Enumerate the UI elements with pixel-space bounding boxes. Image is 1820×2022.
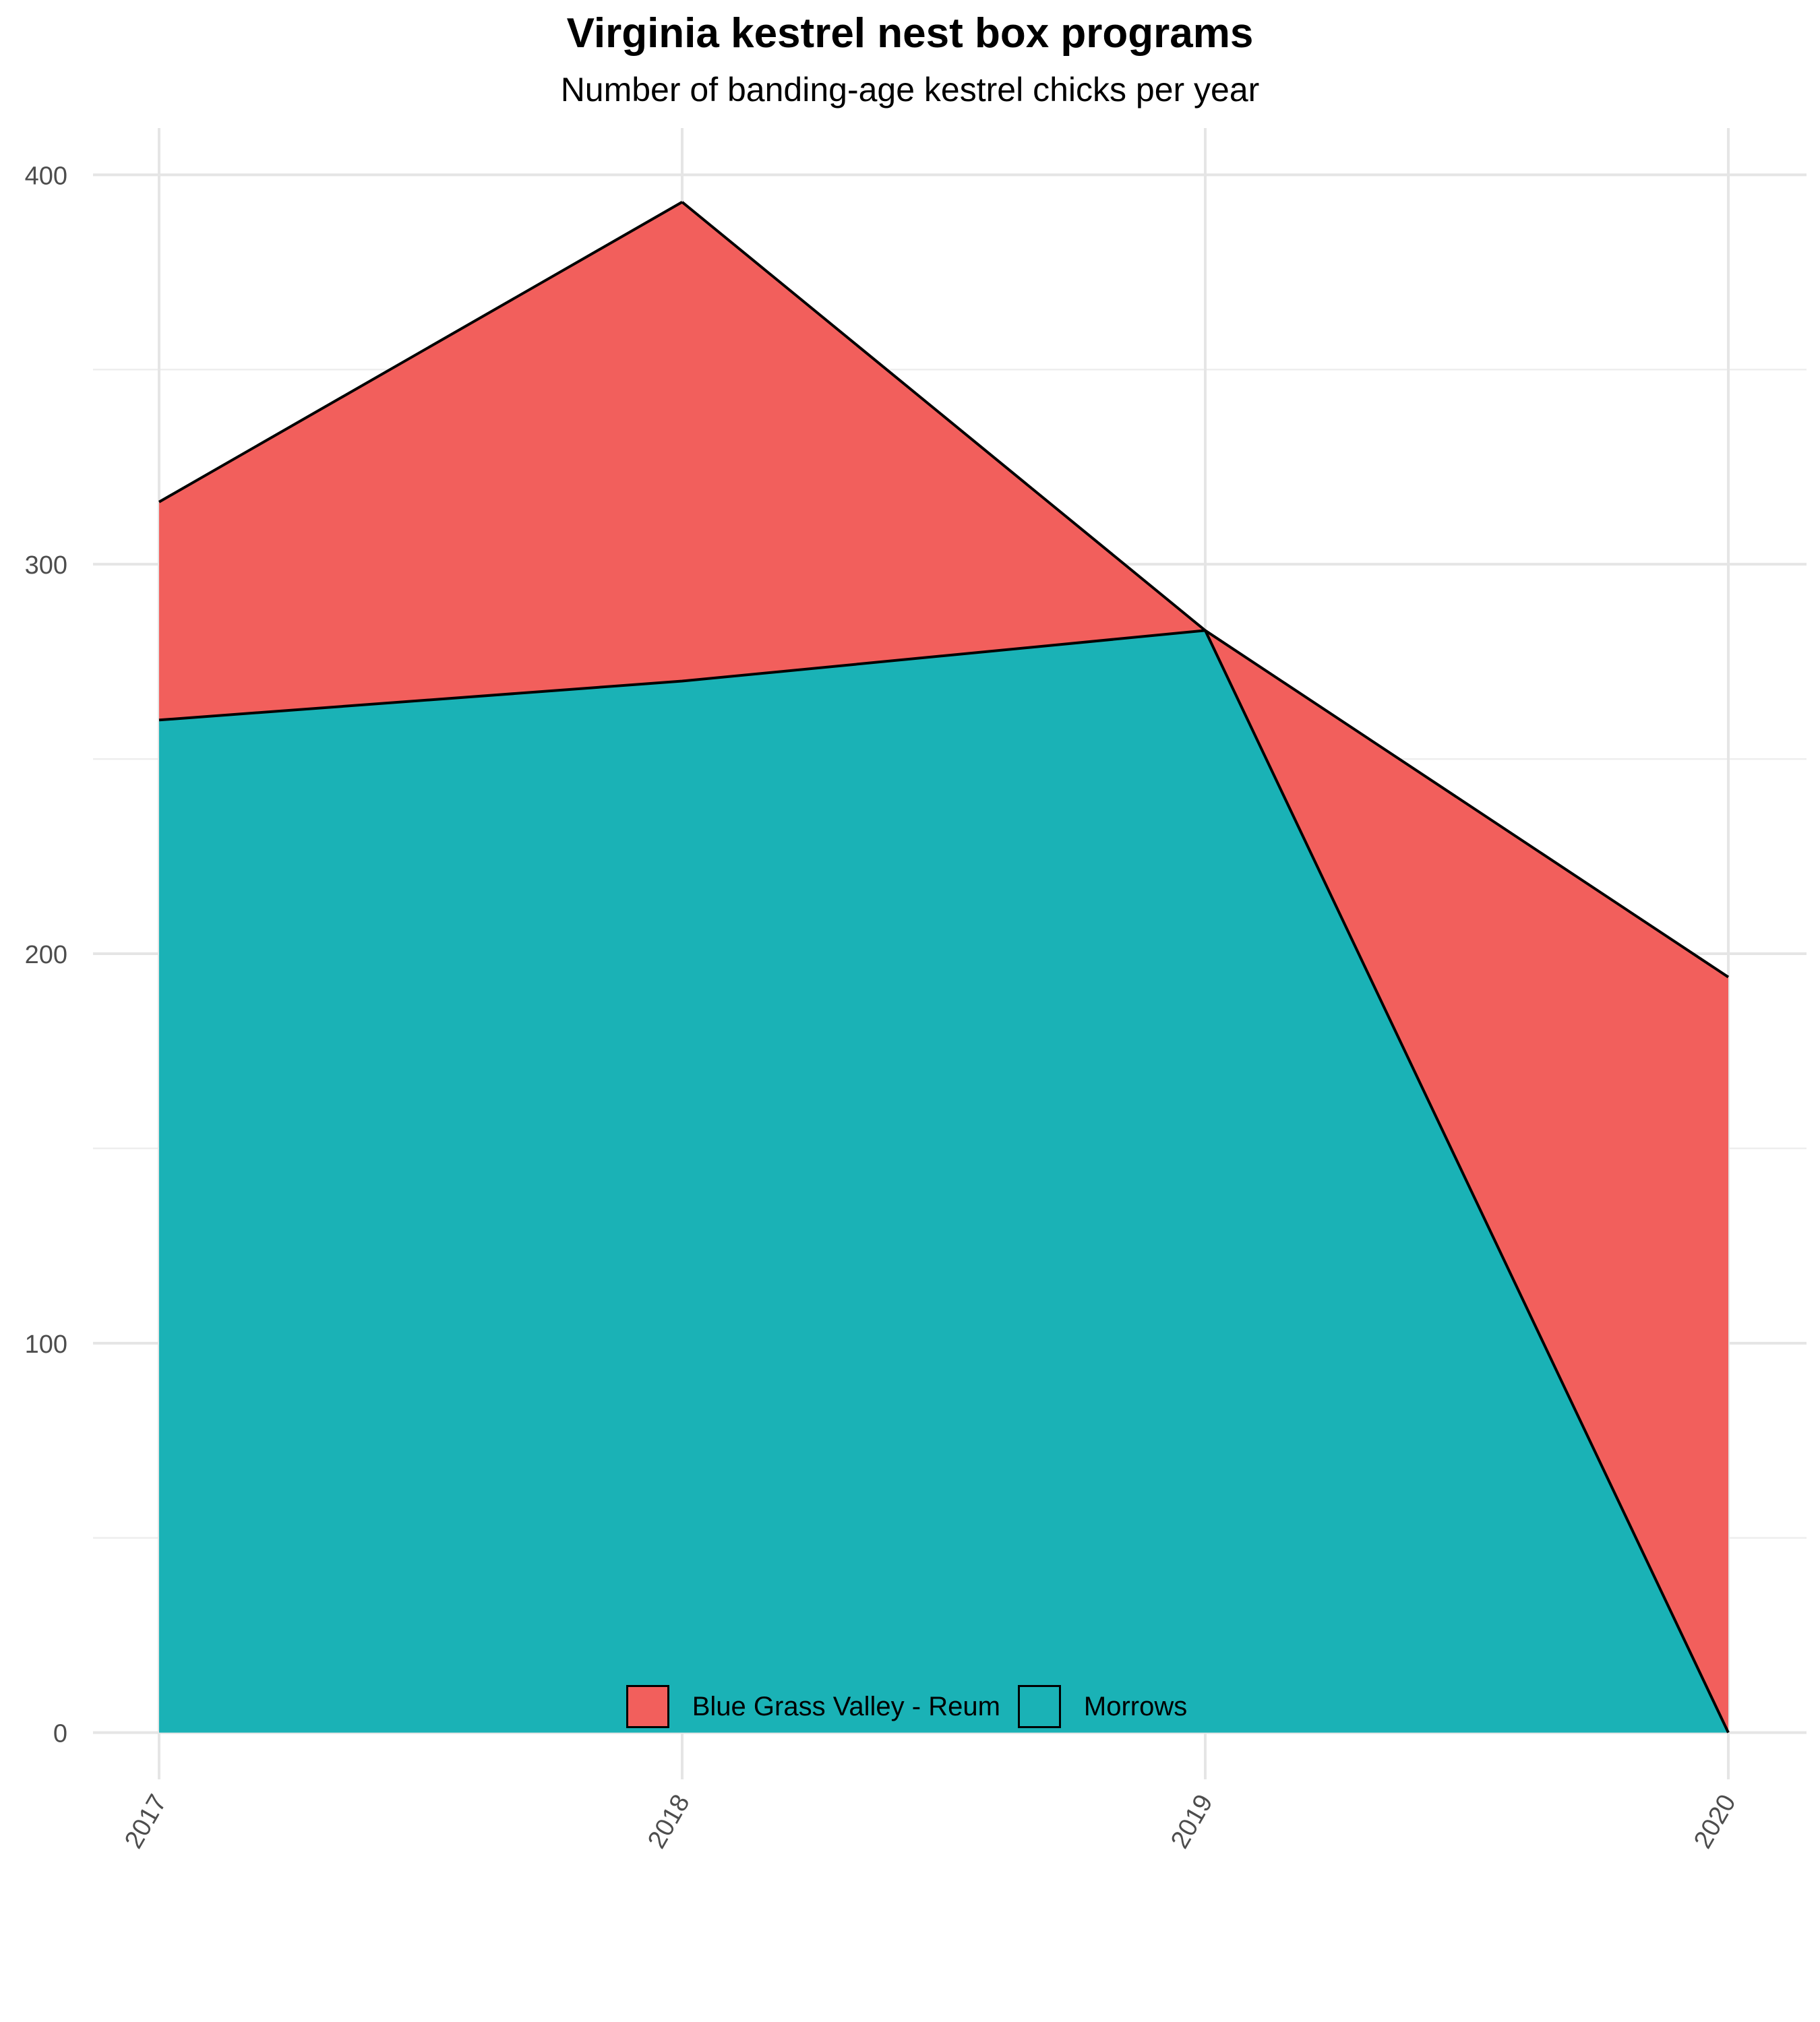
y-tick-label: 100	[25, 1330, 67, 1359]
legend-label-morrows: Morrows	[1083, 1691, 1188, 1721]
x-tick-label: 2017	[119, 1790, 173, 1854]
x-tick-label: 2020	[1689, 1790, 1742, 1854]
legend-label-blue-grass-valley-reum: Blue Grass Valley - Reum	[692, 1691, 1000, 1721]
x-tick-label: 2018	[642, 1790, 696, 1854]
chart-subtitle: Number of banding-age kestrel chicks per…	[560, 71, 1260, 109]
area-outline-blue-grass-valley-reum	[158, 201, 1730, 979]
area-chart: 0 100 200 300 400 2017 2018 2019 2020	[25, 128, 1807, 1854]
area-blue-grass-valley-reum	[159, 202, 1728, 1733]
legend-item-morrows: Morrows	[1017, 1685, 1194, 1728]
y-tick-label: 300	[25, 551, 67, 580]
y-tick-label: 400	[25, 162, 67, 190]
area-outlines	[158, 201, 1730, 1734]
y-axis-ticks: 0 100 200 300 400	[25, 162, 67, 1748]
y-tick-label: 0	[53, 1720, 67, 1748]
x-tick-label: 2019	[1165, 1790, 1219, 1854]
chart-title: Virginia kestrel nest box programs	[566, 10, 1254, 57]
legend-key-morrows	[1017, 1685, 1061, 1728]
area-outline-morrows	[158, 629, 1730, 1734]
legend-item-blue-grass-valley-reum: Blue Grass Valley - Reum	[626, 1685, 1007, 1728]
area-series	[159, 202, 1728, 1733]
x-axis-ticks: 2017 2018 2019 2020	[119, 1790, 1742, 1854]
y-tick-label: 200	[25, 941, 67, 969]
legend: Blue Grass Valley - Reum Morrows	[0, 1685, 1820, 1728]
legend-key-blue-grass-valley-reum	[626, 1685, 669, 1728]
